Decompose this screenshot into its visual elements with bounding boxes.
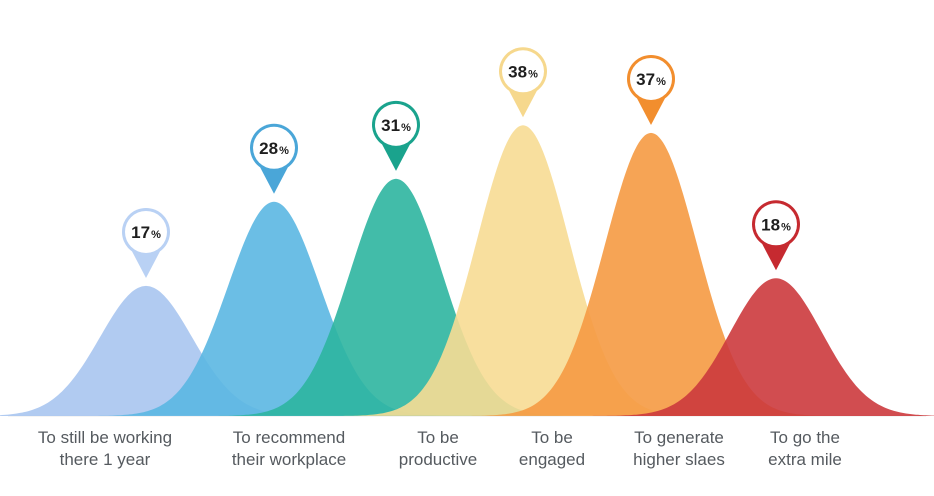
category-label-to-go-the-extra-mile: To go the extra mile bbox=[768, 428, 842, 469]
category-label-line: To recommend bbox=[233, 428, 345, 447]
value-label: 17% bbox=[131, 223, 161, 242]
category-label-line: their workplace bbox=[232, 450, 346, 469]
pin-tail bbox=[382, 144, 410, 171]
pin-tail bbox=[762, 243, 790, 271]
curve-to-go-the-extra-mile bbox=[592, 278, 934, 416]
category-label-line: To still be working bbox=[38, 428, 172, 447]
pin-to-be-engaged: 38% bbox=[499, 47, 547, 118]
category-label-line: extra mile bbox=[768, 450, 842, 469]
pins-layer: 17%28%31%38% 37%18% bbox=[122, 47, 800, 278]
pin-to-recommend-their-workplace: 28% bbox=[250, 123, 298, 194]
category-label-line: engaged bbox=[519, 450, 585, 469]
pin-tail bbox=[637, 98, 665, 125]
curve-to-still-be-working-there-1-year bbox=[0, 285, 330, 416]
pin-tail bbox=[132, 251, 160, 278]
pin-to-be-productive: 31% bbox=[372, 100, 420, 171]
curve-to-recommend-their-workplace bbox=[90, 201, 458, 416]
category-label-to-be-productive: To be productive bbox=[399, 428, 477, 469]
curve-to-be-productive bbox=[212, 178, 580, 416]
labels-layer: To still be working there 1 year To recomm… bbox=[38, 428, 842, 469]
category-label-line: productive bbox=[399, 450, 477, 469]
value-unit: % bbox=[401, 122, 411, 134]
pin-face bbox=[375, 103, 417, 146]
curve-to-generate-higher-slaes bbox=[467, 132, 835, 416]
curves-layer bbox=[0, 125, 934, 417]
category-label-to-recommend-their-workplace: To recommend their workplace bbox=[232, 428, 346, 469]
category-label-line: To be bbox=[531, 428, 573, 447]
value-unit: % bbox=[656, 76, 666, 88]
value-unit: % bbox=[528, 68, 538, 80]
value-number: 38 bbox=[508, 62, 527, 81]
category-label-line: To be bbox=[417, 428, 459, 447]
pin-to-go-the-extra-mile: 18% bbox=[752, 200, 800, 271]
pin-to-still-be-working-there-1-year: 17% bbox=[122, 207, 170, 278]
pin-tail bbox=[260, 167, 288, 194]
value-number: 28 bbox=[259, 139, 278, 158]
value-number: 17 bbox=[131, 223, 150, 242]
pin-face bbox=[630, 57, 672, 100]
pin-face bbox=[502, 50, 544, 93]
category-label-line: higher slaes bbox=[633, 450, 725, 469]
pin-face bbox=[125, 210, 167, 253]
value-unit: % bbox=[279, 145, 289, 157]
value-unit: % bbox=[151, 229, 161, 241]
curve-to-be-engaged bbox=[339, 125, 707, 416]
value-label: 31% bbox=[381, 116, 411, 135]
category-label-line: To generate bbox=[634, 428, 724, 447]
value-number: 31 bbox=[381, 116, 400, 135]
value-label: 37% bbox=[636, 70, 666, 89]
category-label-to-generate-higher-slaes: To generate higher slaes bbox=[633, 428, 725, 469]
pin-face bbox=[253, 126, 295, 169]
pin-to-generate-higher-slaes: 37% bbox=[627, 54, 675, 125]
category-label-line: To go the bbox=[770, 428, 840, 447]
pin-tail bbox=[509, 90, 537, 118]
category-label-to-still-be-working-there-1-year: To still be working there 1 year bbox=[38, 428, 172, 469]
category-label-to-be-engaged: To be engaged bbox=[519, 428, 585, 469]
value-label: 28% bbox=[259, 139, 289, 158]
pin-face bbox=[755, 203, 797, 246]
value-unit: % bbox=[781, 221, 791, 233]
value-label: 38% bbox=[508, 62, 538, 81]
value-number: 37 bbox=[636, 70, 655, 89]
category-label-line: there 1 year bbox=[60, 450, 151, 469]
value-number: 18 bbox=[761, 215, 780, 234]
value-label: 18% bbox=[761, 215, 791, 234]
